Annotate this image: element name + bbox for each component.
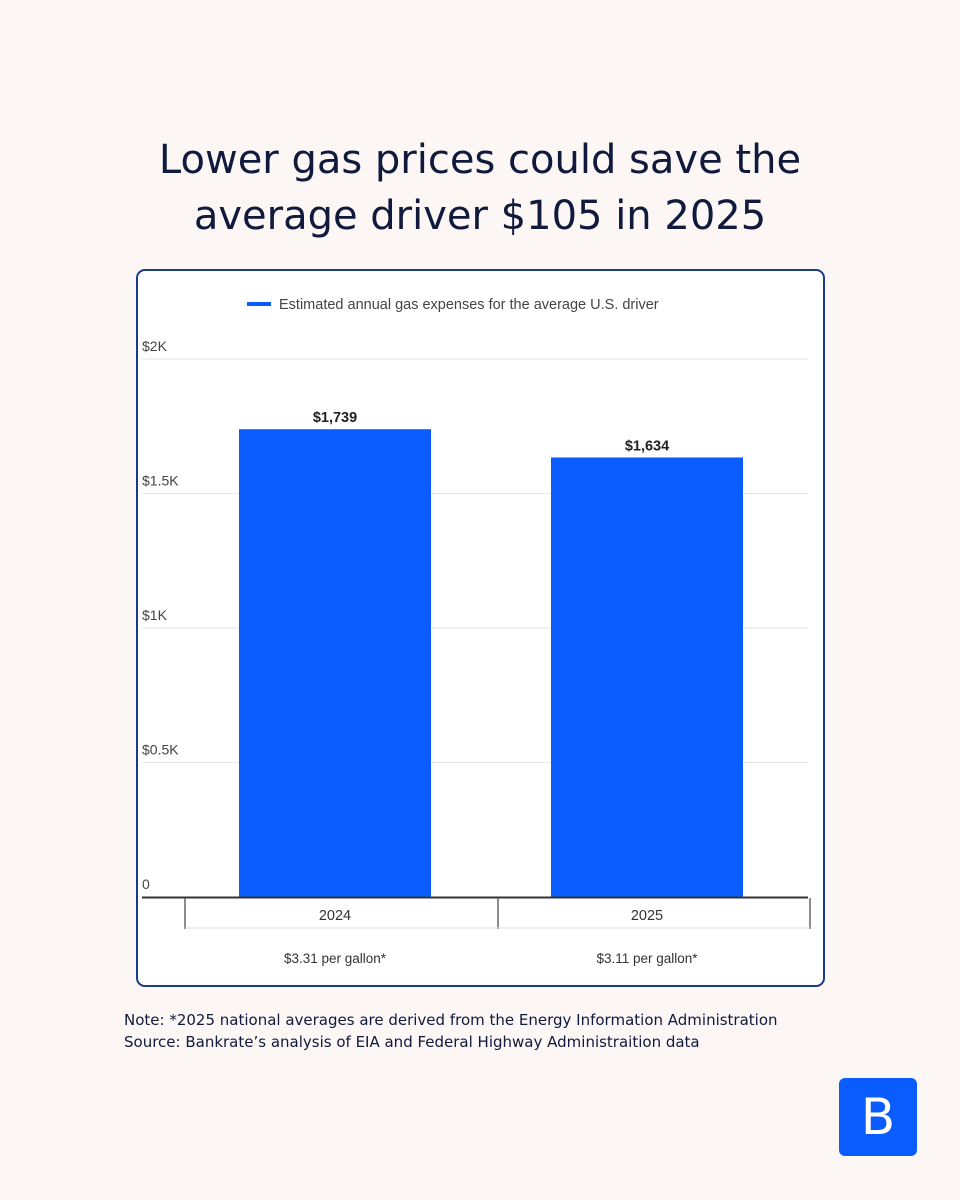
page-title-line-1: Lower gas prices could save the	[158, 137, 802, 183]
y-tick-label-4: $2K	[142, 338, 168, 354]
legend-swatch	[247, 302, 271, 306]
bar-2024	[239, 429, 431, 897]
x-sublabel-2025: $3.11 per gallon*	[596, 951, 698, 966]
y-tick-label-3: $1.5K	[142, 473, 179, 489]
bar-chart: Estimated annual gas expenses for the av…	[142, 297, 811, 966]
footnote-source: Source: Bankrate’s analysis of EIA and F…	[124, 1033, 700, 1051]
legend-label: Estimated annual gas expenses for the av…	[279, 297, 659, 313]
footnote-note: Note: *2025 national averages are derive…	[124, 1011, 778, 1029]
chart-card: Estimated annual gas expenses for the av…	[136, 269, 825, 987]
bar-2025	[551, 457, 743, 897]
x-sublabel-2024: $3.31 per gallon*	[284, 951, 387, 966]
bar-value-label-2025: $1,634	[625, 438, 669, 454]
bankrate-logo: B	[839, 1078, 917, 1156]
y-tick-label-1: $0.5K	[142, 742, 179, 758]
y-tick-label-2: $1K	[142, 607, 168, 623]
x-tick-label-2025: 2025	[631, 908, 663, 924]
page-title: Lower gas prices could save the average …	[0, 132, 960, 244]
footnotes: Note: *2025 national averages are derive…	[124, 1009, 778, 1053]
x-tick-label-2024: 2024	[319, 908, 351, 924]
page-title-line-2: average driver $105 in 2025	[193, 193, 767, 239]
bar-value-label-2024: $1,739	[313, 410, 357, 426]
y-tick-label-0: 0	[142, 876, 150, 892]
